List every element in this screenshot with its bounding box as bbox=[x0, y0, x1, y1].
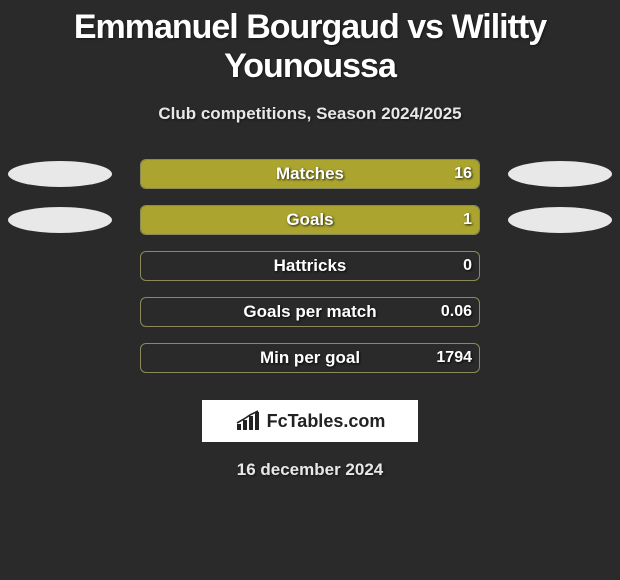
player1-name: Emmanuel Bourgaud bbox=[74, 8, 399, 46]
vs-separator: vs bbox=[407, 8, 443, 46]
stat-bar-fill bbox=[141, 160, 479, 188]
player1-ellipse bbox=[8, 207, 112, 233]
player2-ellipse bbox=[508, 161, 612, 187]
date-line: 16 december 2024 bbox=[0, 460, 620, 480]
stat-bar-track bbox=[140, 205, 480, 235]
brand-text: FcTables.com bbox=[267, 411, 386, 432]
stat-bar-track bbox=[140, 251, 480, 281]
stat-row: Goals1 bbox=[0, 204, 620, 250]
stat-row: Goals per match0.06 bbox=[0, 296, 620, 342]
stat-row: Min per goal1794 bbox=[0, 342, 620, 388]
stat-bar-track bbox=[140, 297, 480, 327]
brand-chart-icon bbox=[235, 410, 263, 432]
brand-badge[interactable]: FcTables.com bbox=[202, 400, 418, 442]
stat-bar-fill bbox=[141, 206, 479, 234]
stat-row: Hattricks0 bbox=[0, 250, 620, 296]
stat-bar-track bbox=[140, 159, 480, 189]
competition-subtitle: Club competitions, Season 2024/2025 bbox=[0, 104, 620, 124]
stats-chart: Matches16Goals1Hattricks0Goals per match… bbox=[0, 158, 620, 388]
stat-row: Matches16 bbox=[0, 158, 620, 204]
stat-bar-track bbox=[140, 343, 480, 373]
player2-ellipse bbox=[508, 207, 612, 233]
player1-ellipse bbox=[8, 161, 112, 187]
comparison-title: Emmanuel Bourgaud vs Wilitty Younoussa bbox=[0, 0, 620, 86]
